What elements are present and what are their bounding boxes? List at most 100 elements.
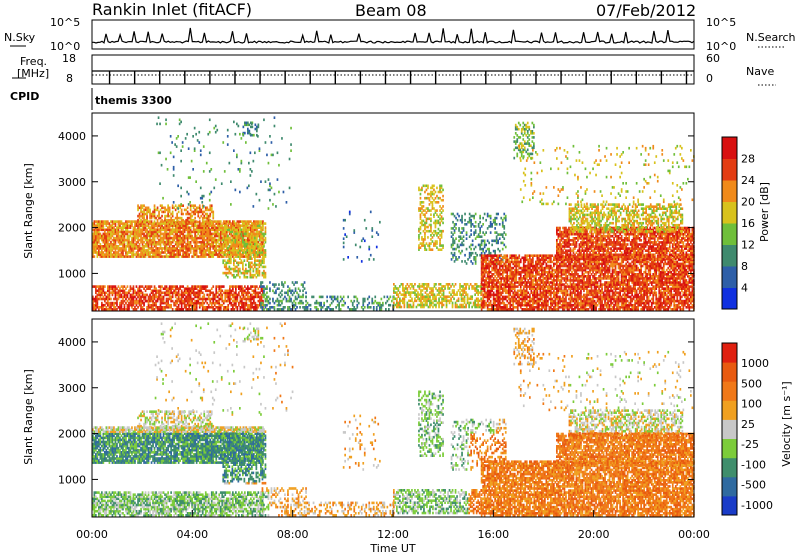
range-cell bbox=[481, 300, 483, 303]
range-cell bbox=[206, 213, 208, 216]
range-cell bbox=[161, 211, 163, 214]
range-cell bbox=[429, 230, 431, 233]
range-cell bbox=[435, 287, 437, 290]
range-cell bbox=[491, 273, 493, 276]
range-cell bbox=[191, 245, 193, 248]
range-cell bbox=[127, 304, 129, 307]
range-cell bbox=[196, 292, 198, 295]
range-cell bbox=[109, 243, 111, 246]
range-cell bbox=[173, 229, 175, 232]
range-cell bbox=[299, 300, 301, 303]
range-cell bbox=[161, 204, 163, 207]
range-cell bbox=[470, 229, 472, 232]
range-cell bbox=[293, 304, 295, 307]
range-cell bbox=[187, 211, 189, 214]
range-cell bbox=[427, 218, 429, 221]
range-cell bbox=[237, 294, 239, 297]
range-cell bbox=[104, 285, 106, 288]
range-cell bbox=[115, 220, 117, 223]
range-cell bbox=[184, 298, 186, 301]
range-cell bbox=[193, 219, 195, 222]
range-cell bbox=[287, 300, 289, 303]
range-cell bbox=[476, 298, 478, 301]
range-cell bbox=[175, 209, 177, 212]
range-cell bbox=[107, 294, 109, 297]
range-cell bbox=[298, 294, 300, 297]
range-cell bbox=[206, 207, 208, 210]
range-cell bbox=[205, 285, 207, 288]
range-cell bbox=[164, 255, 166, 258]
range-cell bbox=[128, 231, 130, 234]
range-cell bbox=[469, 252, 471, 255]
range-cell bbox=[188, 287, 190, 290]
range-cell bbox=[225, 222, 227, 225]
range-cell bbox=[145, 243, 147, 246]
range-cell bbox=[258, 300, 260, 303]
range-cell bbox=[401, 283, 403, 286]
range-cell bbox=[238, 247, 240, 250]
range-cell bbox=[287, 290, 289, 293]
range-cell bbox=[284, 296, 286, 299]
range-cell bbox=[350, 300, 352, 303]
range-cell bbox=[124, 255, 126, 258]
range-cell bbox=[185, 296, 187, 299]
range-cell bbox=[169, 285, 171, 288]
range-cell bbox=[224, 290, 226, 293]
range-cell bbox=[244, 249, 246, 252]
range-cell bbox=[262, 224, 264, 227]
range-cell bbox=[167, 204, 169, 207]
range-cell bbox=[235, 285, 237, 288]
range-cell bbox=[112, 302, 114, 305]
range-cell bbox=[432, 248, 434, 251]
range-cell bbox=[416, 289, 418, 292]
range-cell bbox=[256, 251, 258, 254]
range-cell bbox=[481, 254, 483, 257]
range-cell bbox=[490, 285, 492, 288]
range-cell bbox=[442, 218, 444, 221]
range-cell bbox=[490, 252, 492, 255]
range-cell bbox=[432, 191, 434, 194]
range-cell bbox=[202, 211, 204, 214]
range-cell bbox=[424, 185, 426, 188]
range-cell bbox=[458, 256, 460, 259]
range-cell bbox=[166, 253, 168, 256]
range-cell bbox=[139, 207, 141, 210]
range-cell bbox=[485, 277, 487, 280]
range-cell bbox=[418, 207, 420, 210]
range-cell bbox=[497, 248, 499, 251]
range-cell bbox=[461, 227, 463, 230]
range-cell bbox=[175, 300, 177, 303]
range-cell bbox=[428, 283, 430, 286]
range-cell bbox=[469, 246, 471, 249]
range-cell bbox=[222, 222, 224, 225]
range-cell bbox=[116, 298, 118, 301]
range-cell bbox=[449, 287, 451, 290]
range-cell bbox=[187, 308, 189, 311]
range-cell bbox=[139, 239, 141, 242]
range-cell bbox=[224, 306, 226, 309]
range-cell bbox=[226, 290, 228, 293]
range-cell bbox=[441, 230, 443, 233]
range-cell bbox=[104, 220, 106, 223]
range-cell bbox=[452, 289, 454, 292]
range-cell bbox=[122, 285, 124, 288]
range-cell bbox=[244, 222, 246, 225]
range-cell bbox=[238, 262, 240, 265]
range-cell bbox=[238, 220, 240, 223]
range-cell bbox=[136, 292, 138, 295]
range-cell bbox=[471, 285, 473, 288]
range-cell bbox=[193, 298, 195, 301]
range-cell bbox=[239, 241, 241, 244]
range-cell bbox=[208, 215, 210, 218]
range-cell bbox=[217, 239, 219, 242]
range-cell bbox=[420, 201, 422, 204]
range-cell bbox=[179, 221, 181, 224]
range-cell bbox=[302, 294, 304, 297]
range-cell bbox=[187, 285, 189, 288]
range-cell bbox=[452, 302, 454, 305]
range-cell bbox=[107, 220, 109, 223]
range-cell bbox=[241, 245, 243, 248]
range-cell bbox=[485, 302, 487, 305]
range-cell bbox=[139, 253, 141, 256]
range-cell bbox=[208, 290, 210, 293]
